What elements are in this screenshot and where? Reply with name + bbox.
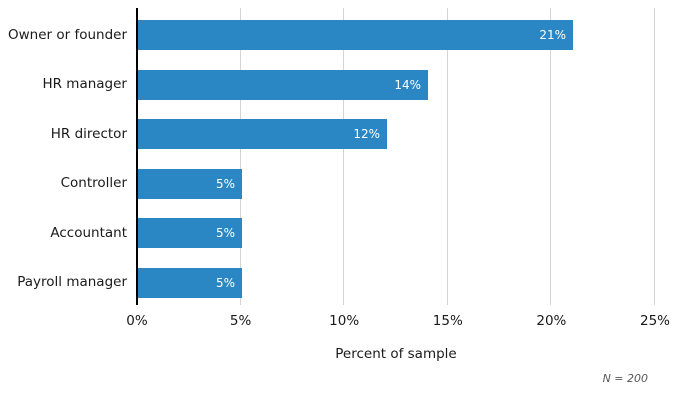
bar: 12%	[138, 119, 387, 150]
category-label: Controller	[60, 175, 127, 192]
bar-value-label: 12%	[353, 127, 380, 142]
category-label: HR manager	[42, 76, 127, 93]
x-tick-label: 0%	[126, 313, 148, 329]
gridline	[240, 8, 241, 305]
bar-value-label: 5%	[215, 226, 235, 241]
category-label: Accountant	[50, 224, 127, 241]
gridline	[343, 8, 344, 305]
bar-value-label: 5%	[215, 176, 235, 191]
x-tick-label: 25%	[639, 313, 670, 329]
bar: 5%	[138, 168, 242, 199]
bar-value-label: 14%	[394, 77, 421, 92]
sample-size-note: N = 200	[602, 372, 648, 385]
y-axis-line	[136, 8, 138, 305]
x-tick-label: 20%	[536, 313, 567, 329]
gridline	[550, 8, 551, 305]
x-axis-title: Percent of sample	[335, 346, 457, 362]
x-tick-label: 10%	[329, 313, 360, 329]
category-label: Owner or founder	[7, 26, 127, 43]
gridline	[654, 8, 655, 305]
bar: 5%	[138, 218, 242, 249]
bar-value-label: 5%	[215, 275, 235, 290]
bar: 21%	[138, 20, 573, 51]
bar-value-label: 21%	[539, 28, 566, 43]
bar: 5%	[138, 267, 242, 298]
gridline	[447, 8, 448, 305]
x-tick-label: 15%	[432, 313, 463, 329]
category-label: Payroll manager	[17, 274, 127, 291]
plot-area	[137, 8, 655, 305]
bar: 14%	[138, 69, 428, 100]
category-label: HR director	[50, 125, 127, 142]
x-tick-label: 5%	[229, 313, 252, 329]
